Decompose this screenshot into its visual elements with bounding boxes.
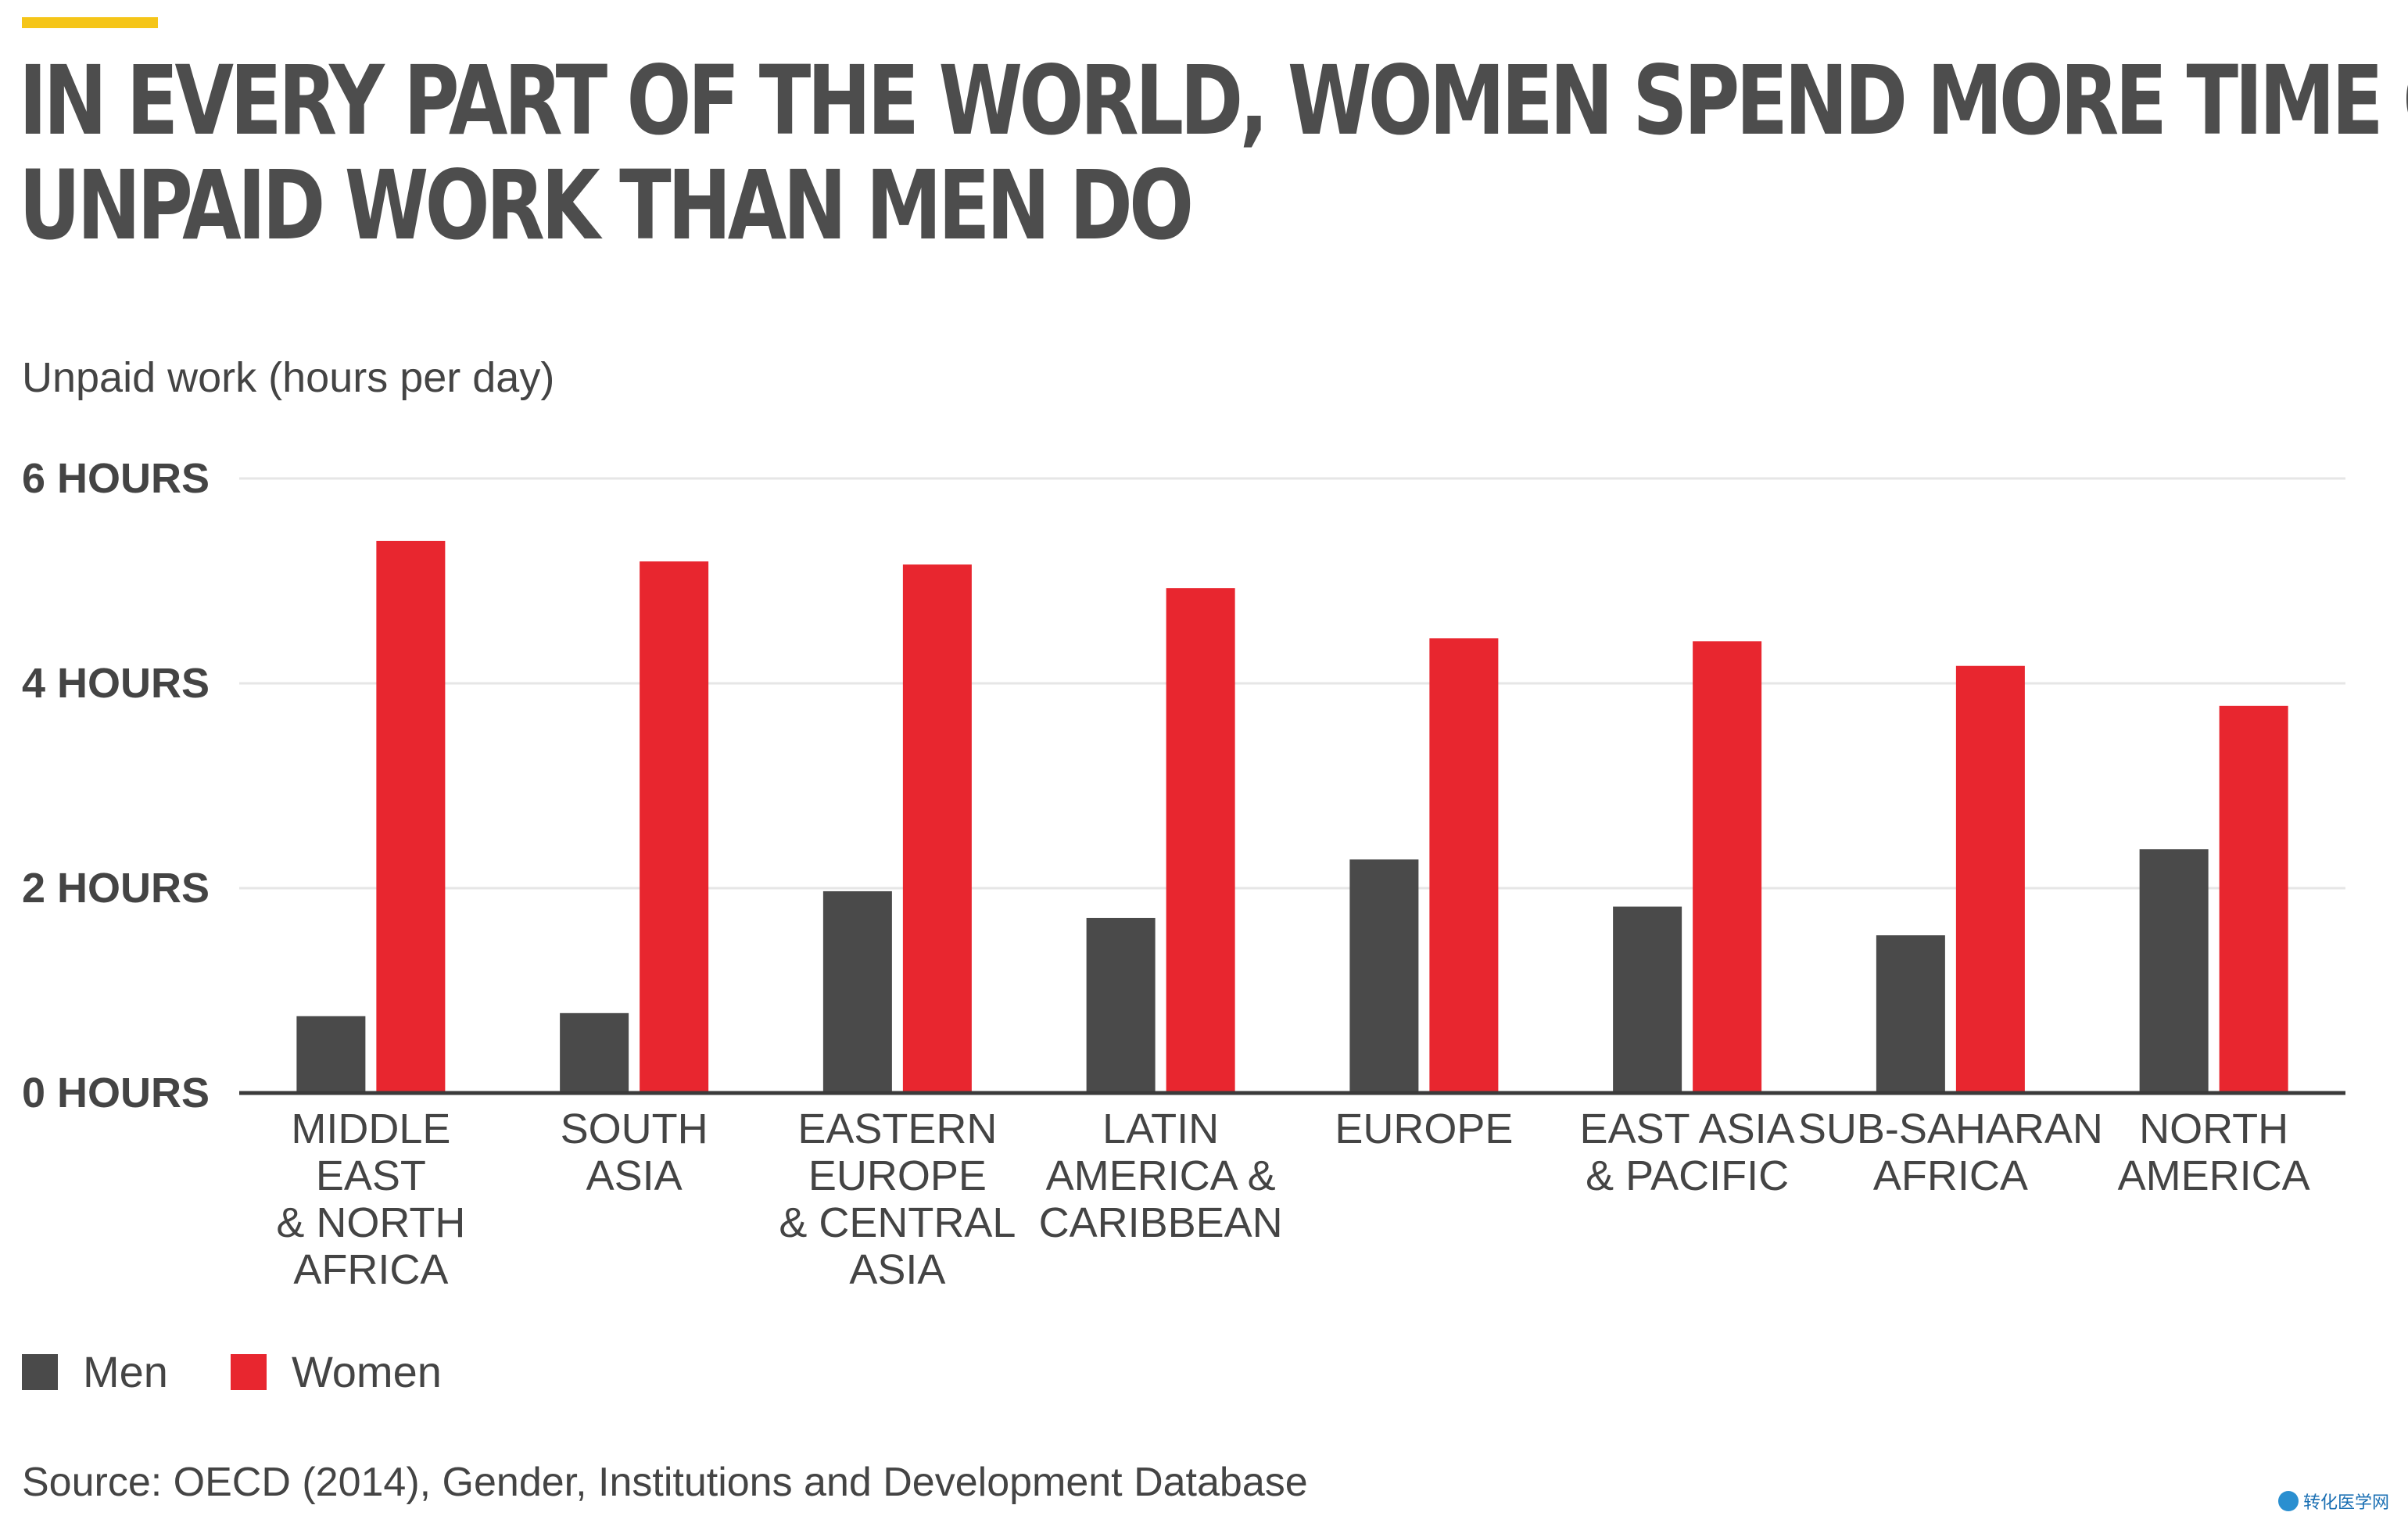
x-category-label-4: EUROPE bbox=[1335, 1106, 1513, 1152]
watermark-text: 转化医学网 bbox=[2302, 1493, 2389, 1513]
legend: Men Women bbox=[22, 1346, 504, 1397]
x-category-label-7: NORTH AMERICA bbox=[2118, 1106, 2310, 1199]
bar-women-5 bbox=[1693, 641, 1762, 1093]
watermark: 转化医学网 bbox=[2277, 1489, 2389, 1514]
bar-men-1 bbox=[560, 1012, 629, 1093]
legend-label-women: Women bbox=[291, 1347, 442, 1396]
legend-item-men: Men bbox=[22, 1346, 168, 1397]
y-axis-label: Unpaid work (hours per day) bbox=[22, 354, 555, 401]
bar-men-4 bbox=[1349, 859, 1419, 1093]
legend-label-men: Men bbox=[83, 1347, 168, 1396]
bar-men-0 bbox=[296, 1016, 366, 1093]
legend-swatch-women bbox=[230, 1353, 267, 1390]
x-category-label-1: SOUTH ASIA bbox=[561, 1106, 708, 1199]
bar-women-0 bbox=[376, 540, 446, 1093]
bar-chart: 0 HOURS 2 HOURS 4 HOURS 6 HOURS MIDDLE EAST & … bbox=[22, 455, 2345, 1293]
x-category-label-6: SUB-SAHARAN AFRICA bbox=[1798, 1106, 2103, 1199]
legend-item-women: Women bbox=[230, 1346, 442, 1397]
bar-men-7 bbox=[2139, 849, 2209, 1093]
chart-title-line-2: UNPAID WORK THAN MEN DO bbox=[19, 150, 1194, 261]
bar-men-6 bbox=[1876, 935, 1945, 1093]
bar-women-4 bbox=[1429, 638, 1499, 1093]
bar-men-2 bbox=[822, 891, 892, 1093]
title-accent-bar bbox=[22, 17, 158, 28]
y-tick-label-2: 4 HOURS bbox=[22, 660, 210, 707]
y-tick-label-3: 6 HOURS bbox=[22, 455, 210, 502]
x-category-label-3: LATIN AMERICA & CARIBBEAN bbox=[1039, 1106, 1283, 1246]
watermark-logo-icon bbox=[2277, 1491, 2299, 1511]
bar-women-2 bbox=[902, 564, 972, 1093]
bar-men-5 bbox=[1613, 906, 1682, 1093]
y-tick-label-1: 2 HOURS bbox=[22, 865, 210, 912]
bar-women-1 bbox=[640, 561, 709, 1093]
bar-women-7 bbox=[2219, 705, 2288, 1093]
x-category-label-0: MIDDLE EAST & NORTH AFRICA bbox=[276, 1106, 465, 1293]
source-note: Source: OECD (2014), Gender, Institution… bbox=[22, 1460, 1308, 1505]
bar-women-3 bbox=[1166, 588, 1235, 1093]
bar-women-6 bbox=[1955, 665, 2025, 1093]
legend-swatch-men bbox=[22, 1353, 58, 1390]
x-category-label-2: EASTERN EUROPE & CENTRAL ASIA bbox=[779, 1106, 1016, 1293]
bar-men-3 bbox=[1086, 917, 1156, 1093]
y-tick-label-0: 0 HOURS bbox=[22, 1070, 210, 1116]
x-category-label-5: EAST ASIA & PACIFIC bbox=[1580, 1106, 1795, 1199]
